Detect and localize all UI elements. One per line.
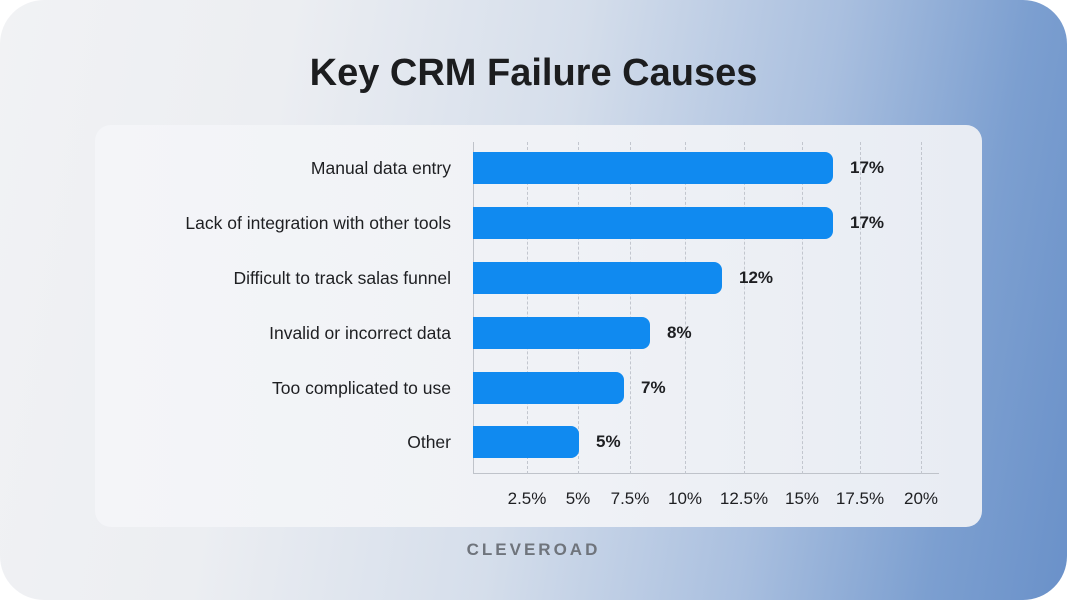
bar <box>473 372 624 404</box>
bar <box>473 152 833 184</box>
bar-value-label: 12% <box>739 268 774 287</box>
bar-value-label: 5% <box>596 432 621 451</box>
x-tick-label: 5% <box>565 489 591 508</box>
category-label: Other <box>407 432 451 452</box>
grid-line <box>630 142 631 474</box>
category-label: Invalid or incorrect data <box>269 323 451 343</box>
bar-value-label: 7% <box>641 378 666 397</box>
x-tick-label: 20% <box>903 489 939 508</box>
brand-logo: CLEVEROAD <box>466 540 601 559</box>
category-label: Too complicated to use <box>272 378 451 398</box>
chart-title: Key CRM Failure Causes <box>309 52 758 94</box>
x-tick-label: 12.5% <box>719 489 769 508</box>
x-tick-label: 10% <box>667 489 703 508</box>
x-tick-label: 17.5% <box>835 489 885 508</box>
bar <box>473 207 833 239</box>
plot-area: 17% 17% 12% 8% 7% 5% <box>473 142 939 474</box>
bar-value-label: 8% <box>667 323 692 342</box>
category-label: Lack of integration with other tools <box>185 213 451 233</box>
x-tick-label: 15% <box>784 489 820 508</box>
grid-line <box>527 142 528 474</box>
category-label: Manual data entry <box>310 158 451 178</box>
grid-line <box>685 142 686 474</box>
bar <box>473 317 650 349</box>
grid-line <box>578 142 579 474</box>
grid-line <box>744 142 745 474</box>
x-tick-label: 2.5% <box>507 489 547 508</box>
bar <box>473 426 579 458</box>
bar-value-label: 17% <box>850 158 885 177</box>
y-axis-line <box>473 142 474 474</box>
bar <box>473 262 722 294</box>
category-label: Difficult to track salas funnel <box>233 268 451 288</box>
x-axis-line <box>473 473 939 474</box>
grid-line <box>860 142 861 474</box>
grid-line <box>921 142 922 474</box>
grid-line <box>802 142 803 474</box>
x-tick-label: 7.5% <box>610 489 650 508</box>
bar-value-label: 17% <box>850 213 885 232</box>
